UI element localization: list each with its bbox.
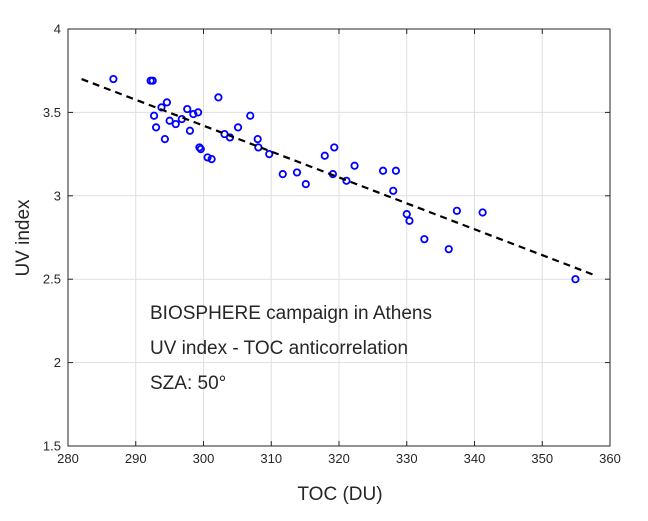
y-tick-label: 4 xyxy=(54,22,61,37)
data-point xyxy=(444,245,453,254)
data-point xyxy=(203,153,212,162)
data-point xyxy=(278,170,287,179)
x-tick-label: 330 xyxy=(396,451,418,466)
data-point xyxy=(162,98,172,107)
data-point xyxy=(183,104,192,114)
data-point xyxy=(214,93,223,102)
data-point xyxy=(292,168,302,177)
data-point xyxy=(109,74,118,84)
data-point xyxy=(151,123,161,132)
x-tick-label: 360 xyxy=(599,451,621,466)
grid xyxy=(67,28,611,447)
data-point xyxy=(330,143,339,152)
annotation-anticorrelation: UV index - TOC anticorrelation xyxy=(150,338,408,359)
fit-line-layer xyxy=(81,78,597,277)
y-tick-label: 3 xyxy=(54,188,61,203)
data-point xyxy=(402,210,411,219)
data-point xyxy=(452,206,461,215)
data-point xyxy=(571,275,580,284)
y-tick-label: 3.5 xyxy=(43,105,61,120)
data-point xyxy=(165,116,174,125)
data-point xyxy=(342,176,351,185)
y-tick-label: 2.5 xyxy=(43,272,61,287)
y-tick-label: 1.5 xyxy=(43,439,61,454)
data-point xyxy=(378,166,388,175)
data-point xyxy=(171,119,180,129)
data-point xyxy=(301,180,310,189)
x-tick-label: 300 xyxy=(193,451,215,466)
data-point xyxy=(478,208,487,217)
data-point xyxy=(253,134,262,144)
data-point xyxy=(233,123,243,132)
y-tick-label: 2 xyxy=(54,355,61,370)
data-point xyxy=(246,111,255,120)
x-tick-label: 280 xyxy=(57,451,79,466)
data-point xyxy=(389,186,398,195)
x-tick-label: 350 xyxy=(531,451,553,466)
data-point xyxy=(189,109,198,119)
data-point xyxy=(160,134,169,144)
annotation-sza: SZA: 50° xyxy=(150,373,226,394)
x-tick-label: 320 xyxy=(328,451,350,466)
data-point xyxy=(185,126,195,135)
linear-fit-line xyxy=(81,78,597,277)
data-point xyxy=(391,166,401,175)
x-tick-label: 310 xyxy=(260,451,282,466)
data-point xyxy=(320,151,329,160)
data-point xyxy=(196,144,205,154)
axis-ticks: 280 290 300 310 320 330 340 350 360 1.5 2 2.5 3 3.5 4 xyxy=(43,22,621,467)
data-point xyxy=(149,111,159,120)
data-point xyxy=(207,155,216,164)
data-point xyxy=(148,76,157,85)
data-point xyxy=(265,150,274,159)
y-axis-label: UV index xyxy=(13,199,34,277)
x-tick-label: 290 xyxy=(125,451,147,466)
data-point xyxy=(350,161,359,170)
annotation-campaign: BIOSPHERE campaign in Athens xyxy=(150,303,432,324)
data-point xyxy=(420,235,429,244)
x-tick-label: 340 xyxy=(464,451,486,466)
data-point xyxy=(193,108,203,117)
data-point xyxy=(405,216,414,225)
x-axis-label: TOC (DU) xyxy=(297,484,382,505)
